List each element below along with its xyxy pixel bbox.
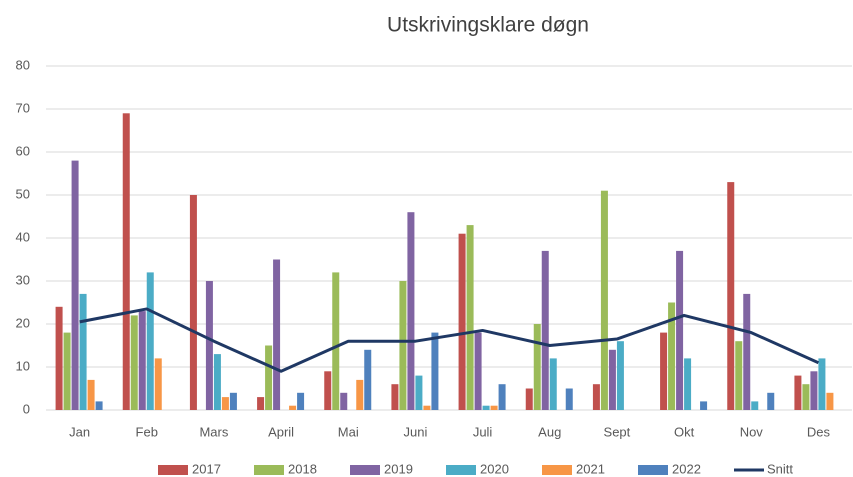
bar — [794, 375, 802, 410]
legend-swatch — [158, 465, 188, 475]
bar — [324, 371, 332, 410]
bar — [63, 332, 71, 410]
x-tick-label: Feb — [136, 424, 158, 439]
bar — [399, 281, 407, 410]
bar — [684, 358, 692, 410]
x-tick-label: April — [268, 424, 294, 439]
y-tick-label: 50 — [16, 186, 30, 201]
bar — [265, 345, 273, 410]
bar — [466, 225, 474, 410]
bar — [549, 358, 557, 410]
bar — [340, 392, 348, 410]
legend-label: 2018 — [288, 461, 317, 476]
bar — [364, 349, 372, 410]
y-tick-label: 10 — [16, 358, 30, 373]
bar — [600, 190, 608, 410]
y-tick-label: 80 — [16, 57, 30, 72]
bar — [565, 388, 573, 410]
x-tick-label: Juli — [473, 424, 493, 439]
x-tick-label: Mai — [338, 424, 359, 439]
bar — [273, 259, 281, 410]
legend-swatch — [638, 465, 668, 475]
bar — [474, 332, 482, 410]
bar — [676, 250, 684, 410]
y-tick-label: 20 — [16, 315, 30, 330]
y-tick-label: 30 — [16, 272, 30, 287]
legend-swatch — [350, 465, 380, 475]
bar — [154, 358, 162, 410]
legend-label: 2022 — [672, 461, 701, 476]
bar — [431, 332, 439, 410]
legend-label: 2021 — [576, 461, 605, 476]
bar — [802, 384, 810, 410]
bar — [189, 195, 197, 410]
x-tick-label: Jan — [69, 424, 90, 439]
bar — [122, 113, 130, 411]
bar — [727, 182, 735, 410]
bar — [146, 272, 154, 410]
bar — [356, 379, 364, 410]
x-tick-label: Okt — [674, 424, 695, 439]
legend-label: 2017 — [192, 461, 221, 476]
bar — [458, 233, 466, 410]
legend-label: 2020 — [480, 461, 509, 476]
legend-swatch — [254, 465, 284, 475]
x-tick-label: Aug — [538, 424, 561, 439]
y-tick-label: 0 — [23, 401, 30, 416]
x-tick-label: Mars — [199, 424, 228, 439]
bar — [229, 392, 237, 410]
bar — [700, 401, 708, 410]
legend-label: Snitt — [767, 461, 793, 476]
bar — [87, 379, 95, 410]
x-tick-label: Nov — [740, 424, 764, 439]
line — [79, 307, 820, 373]
bar — [130, 315, 138, 410]
bar — [55, 306, 63, 410]
bar — [415, 375, 423, 410]
bar — [660, 332, 668, 410]
legend-swatch — [446, 465, 476, 475]
x-tick-label: Sept — [604, 424, 631, 439]
bar — [668, 302, 676, 410]
bar — [71, 160, 79, 410]
y-tick-label: 70 — [16, 100, 30, 115]
bar — [525, 388, 533, 410]
bar — [213, 354, 221, 410]
bar — [767, 392, 775, 410]
x-tick-label: Des — [807, 424, 831, 439]
y-tick-label: 60 — [16, 143, 30, 158]
bar — [616, 341, 624, 410]
legend-label: 2019 — [384, 461, 413, 476]
bar — [257, 397, 265, 410]
bar — [810, 371, 818, 410]
bar — [751, 401, 759, 410]
bar — [818, 358, 826, 410]
bar — [498, 384, 506, 410]
bar — [332, 272, 340, 410]
bar — [289, 405, 297, 410]
bar — [826, 392, 834, 410]
bar — [205, 281, 213, 410]
x-tick-label: Juni — [403, 424, 427, 439]
bar — [297, 392, 305, 410]
bar — [407, 212, 415, 410]
legend-swatch — [542, 465, 572, 475]
bar — [482, 405, 490, 410]
y-tick-label: 40 — [16, 229, 30, 244]
bar — [95, 401, 103, 410]
bar — [592, 384, 600, 410]
bar — [423, 405, 431, 410]
bar — [533, 324, 541, 410]
bar — [79, 293, 87, 410]
chart-title: Utskrivingsklare døgn — [387, 14, 589, 37]
bar — [138, 311, 146, 410]
bar — [391, 384, 399, 410]
bar — [221, 397, 229, 410]
bar — [735, 341, 743, 410]
bar — [541, 250, 549, 410]
bar — [608, 349, 616, 410]
bar — [743, 293, 751, 410]
bar — [490, 405, 498, 410]
